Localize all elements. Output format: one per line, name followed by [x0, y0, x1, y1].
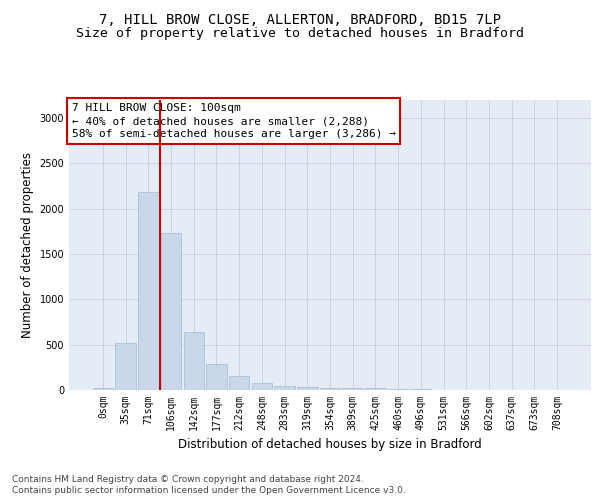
Text: 7 HILL BROW CLOSE: 100sqm
← 40% of detached houses are smaller (2,288)
58% of se: 7 HILL BROW CLOSE: 100sqm ← 40% of detac… [71, 103, 395, 140]
Text: Contains public sector information licensed under the Open Government Licence v3: Contains public sector information licen… [12, 486, 406, 495]
Bar [161, 233, 181, 390]
Bar [343, 388, 363, 390]
X-axis label: Distribution of detached houses by size in Bradford: Distribution of detached houses by size … [178, 438, 482, 452]
Bar [184, 332, 204, 390]
Bar [138, 192, 158, 390]
Bar [320, 388, 340, 390]
Text: Size of property relative to detached houses in Bradford: Size of property relative to detached ho… [76, 28, 524, 40]
Text: 7, HILL BROW CLOSE, ALLERTON, BRADFORD, BD15 7LP: 7, HILL BROW CLOSE, ALLERTON, BRADFORD, … [99, 12, 501, 26]
Bar [206, 364, 227, 390]
Text: Contains HM Land Registry data © Crown copyright and database right 2024.: Contains HM Land Registry data © Crown c… [12, 475, 364, 484]
Bar [229, 376, 250, 390]
Bar [388, 388, 409, 390]
Bar [365, 388, 386, 390]
Bar [274, 386, 295, 390]
Y-axis label: Number of detached properties: Number of detached properties [21, 152, 34, 338]
Bar [251, 383, 272, 390]
Bar [297, 387, 317, 390]
Bar [93, 388, 113, 390]
Bar [115, 343, 136, 390]
Bar [410, 389, 431, 390]
